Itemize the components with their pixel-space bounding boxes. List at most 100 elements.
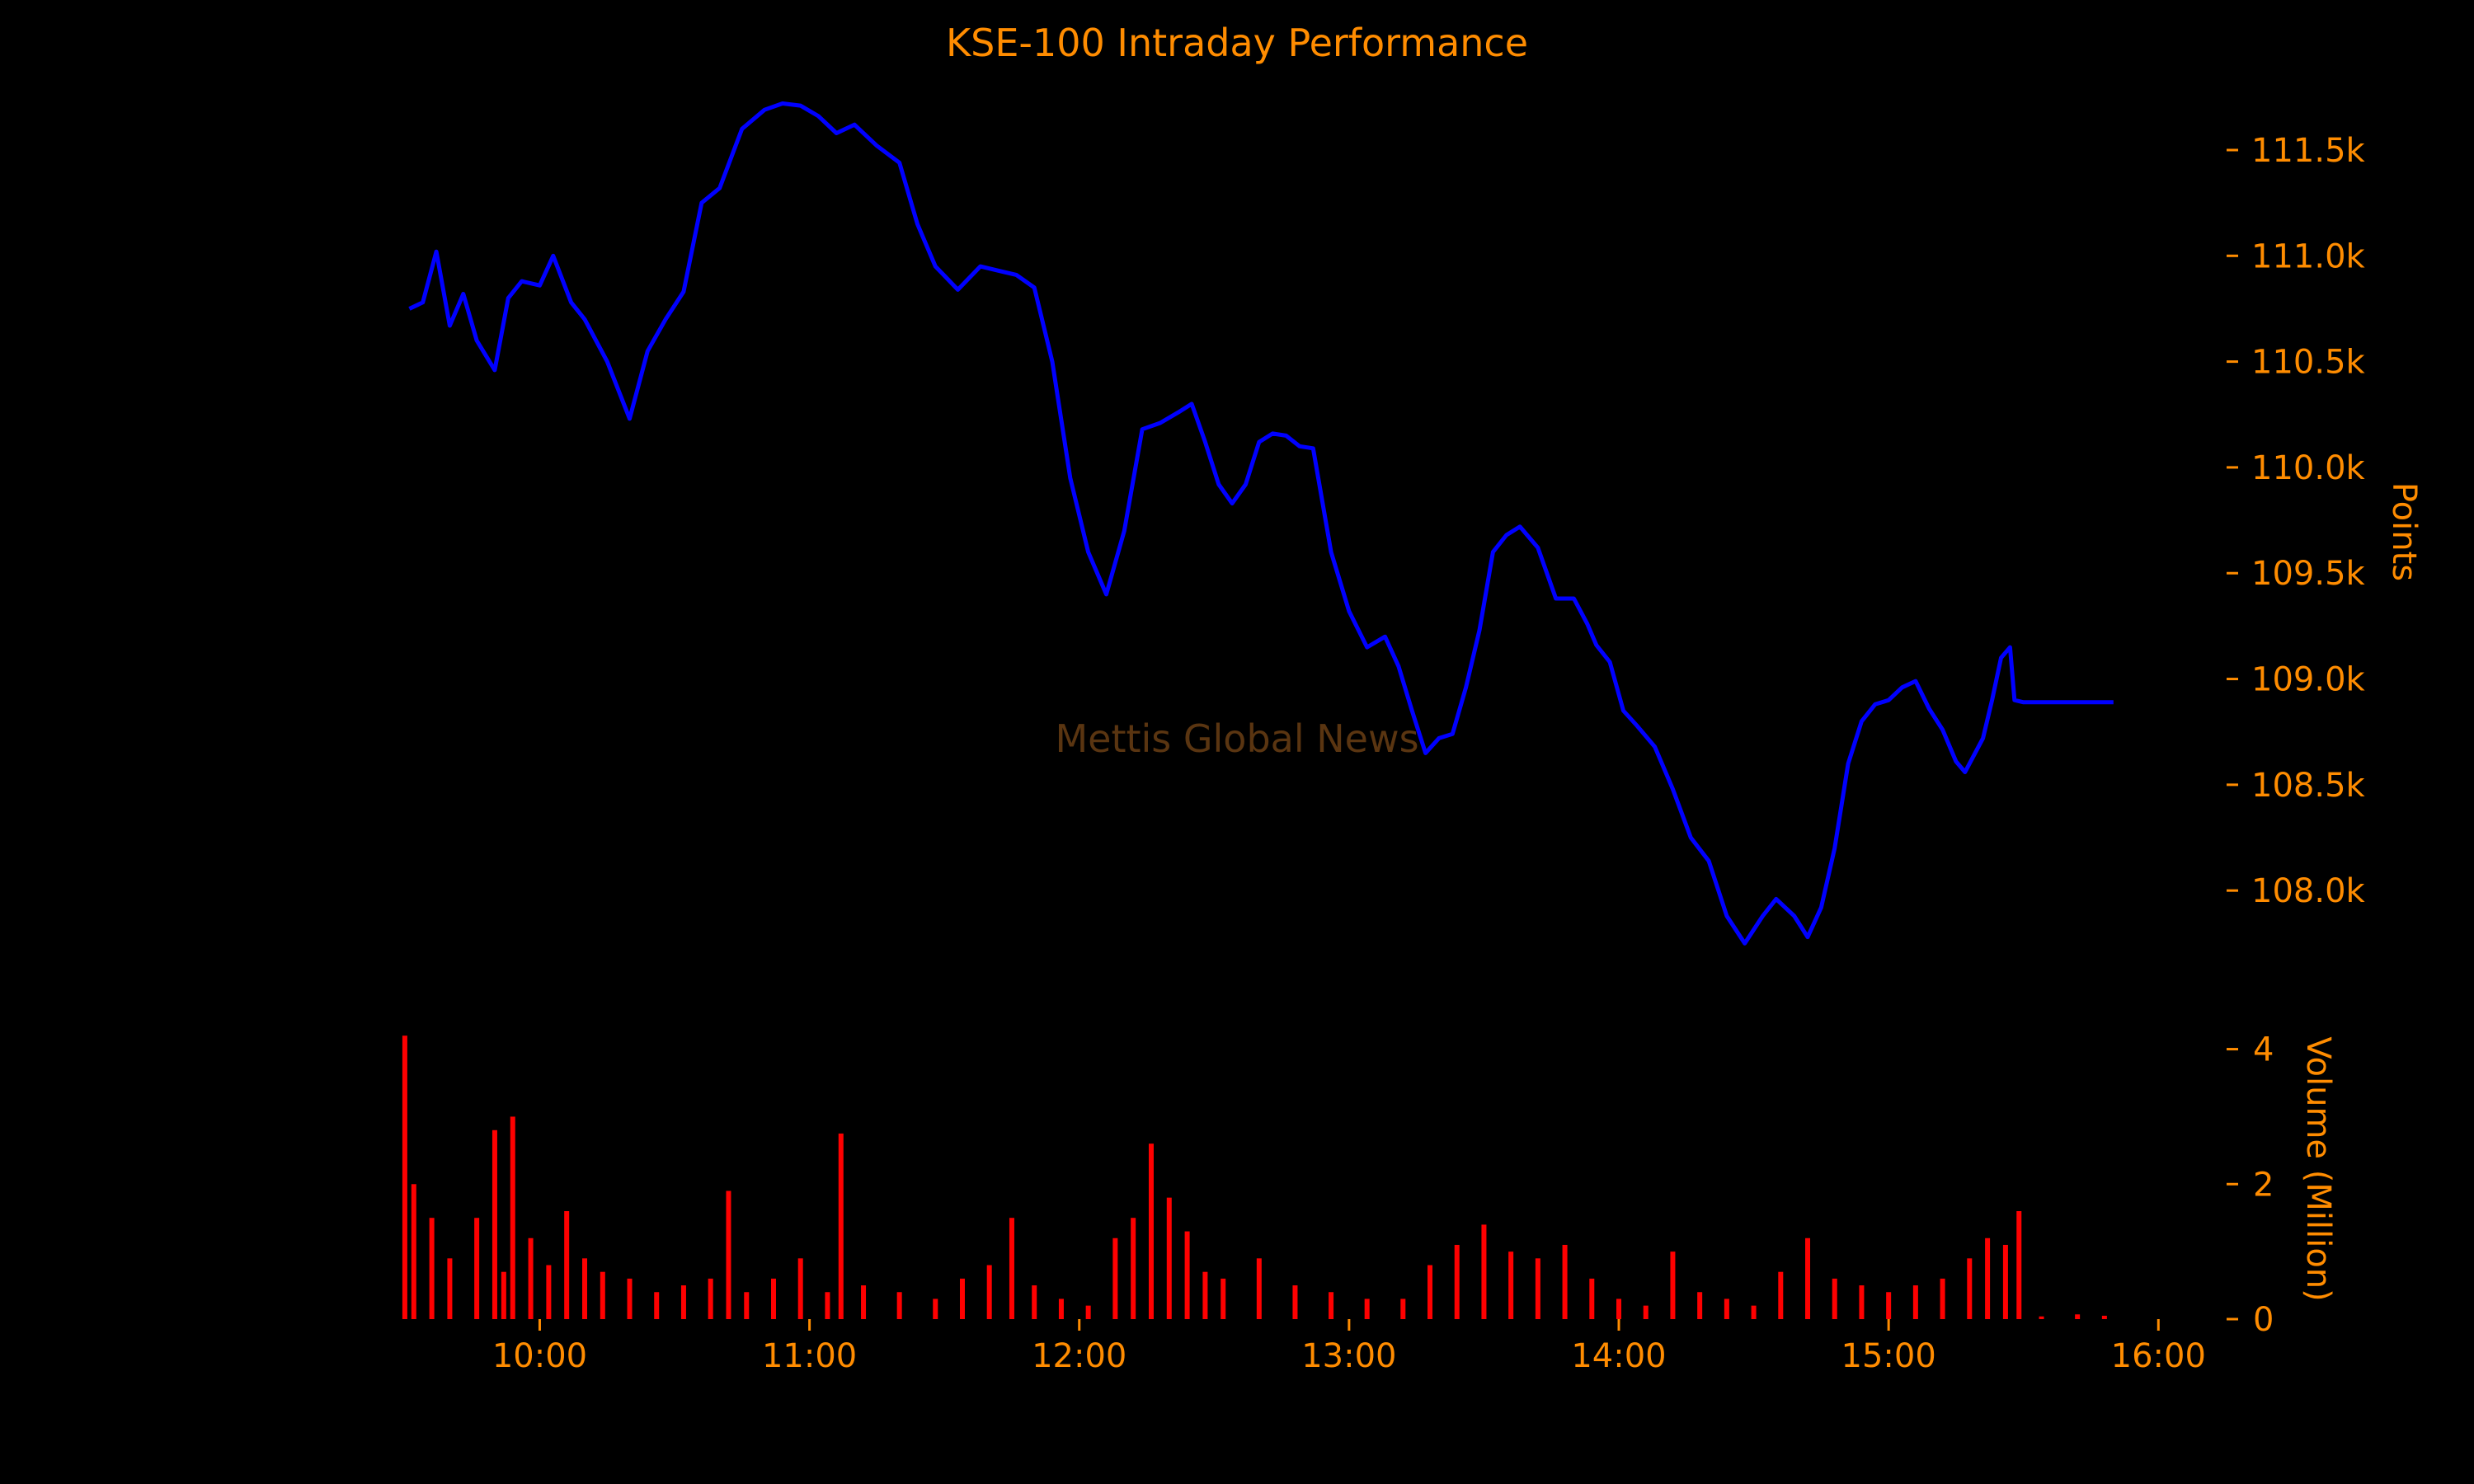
volume-bar — [1184, 1231, 1190, 1319]
volume-bar — [986, 1265, 992, 1319]
volume-bar — [838, 1133, 844, 1319]
volume-bar — [429, 1218, 435, 1319]
volume-axis: 0 2 4 — [2227, 1031, 2274, 1339]
volume-bar — [2002, 1244, 2008, 1319]
volume-bar — [1832, 1278, 1837, 1319]
time-tick-label: 14:00 — [1571, 1337, 1666, 1375]
volume-bar — [474, 1218, 480, 1319]
price-series — [408, 101, 2114, 946]
volume-bar — [600, 1271, 605, 1319]
volume-bar — [411, 1184, 416, 1319]
volume-bar — [492, 1129, 497, 1319]
volume-bar — [1589, 1278, 1595, 1319]
volume-bar — [1166, 1197, 1172, 1319]
volume-bar — [1778, 1271, 1784, 1319]
volume-axis-label: Volume (Million) — [2299, 1036, 2337, 1301]
volume-bar — [1329, 1292, 1334, 1319]
volume-bar — [528, 1237, 534, 1319]
volume-bar — [1940, 1278, 1945, 1319]
volume-bar — [1886, 1292, 1892, 1319]
volume-bar — [2101, 1315, 2107, 1319]
volume-bar — [1724, 1298, 1729, 1319]
volume-bar — [1131, 1218, 1136, 1319]
volume-bar — [581, 1258, 587, 1319]
price-axis-label: Points — [2385, 482, 2423, 581]
volume-bar — [1085, 1305, 1091, 1319]
volume-bar — [627, 1278, 633, 1319]
volume-bar — [1562, 1244, 1568, 1319]
volume-bar — [1481, 1224, 1487, 1319]
volume-tick-label: 2 — [2253, 1166, 2274, 1204]
time-axis: 10:00 11:00 12:00 13:00 14:00 15:00 16:00 — [492, 1319, 2206, 1375]
price-axis: 108.0k 108.5k 109.0k 109.5k 110.0k 110.5k 111.… — [2227, 132, 2366, 910]
volume-bar — [447, 1258, 453, 1319]
volume-bar — [1427, 1265, 1433, 1319]
volume-bar — [1985, 1237, 1991, 1319]
volume-bar — [1058, 1298, 1064, 1319]
price-line — [408, 101, 2114, 946]
volume-bar — [1697, 1292, 1703, 1319]
volume-bar — [1859, 1285, 1865, 1319]
volume-bar — [1967, 1258, 1973, 1319]
volume-tick-label: 4 — [2253, 1031, 2274, 1069]
volume-bar — [1364, 1298, 1370, 1319]
volume-bar — [1202, 1271, 1208, 1319]
chart-title: KSE-100 Intraday Performance — [946, 21, 1528, 65]
volume-bar — [726, 1190, 731, 1319]
volume-bar — [861, 1285, 867, 1319]
volume-bar — [1292, 1285, 1298, 1319]
price-tick-label: 109.5k — [2251, 555, 2366, 593]
volume-bar — [1148, 1144, 1154, 1319]
volume-bar — [825, 1292, 830, 1319]
volume-bar — [1805, 1237, 1811, 1319]
price-tick-label: 108.0k — [2251, 872, 2366, 910]
volume-bar — [2039, 1316, 2044, 1319]
volume-bar — [1670, 1252, 1676, 1319]
time-tick-label: 12:00 — [1032, 1337, 1126, 1375]
volume-bar — [501, 1271, 506, 1319]
volume-bar — [1112, 1237, 1118, 1319]
volume-bar — [770, 1278, 776, 1319]
volume-bar — [1032, 1285, 1037, 1319]
volume-bar — [1643, 1305, 1649, 1319]
volume-tick-label: 0 — [2253, 1301, 2274, 1339]
volume-bar — [708, 1278, 713, 1319]
volume-bar — [1400, 1298, 1406, 1319]
volume-bar — [564, 1211, 570, 1319]
watermark: Mettis Global News — [1055, 716, 1418, 761]
volume-bars — [402, 1036, 2107, 1319]
volume-bar — [510, 1116, 515, 1319]
volume-bar — [2075, 1314, 2081, 1319]
volume-bar — [1535, 1258, 1540, 1319]
volume-bar — [680, 1285, 686, 1319]
volume-bar — [933, 1298, 938, 1319]
time-tick-label: 10:00 — [492, 1337, 587, 1375]
volume-bar — [402, 1036, 407, 1319]
volume-bar — [1616, 1298, 1622, 1319]
volume-bar — [959, 1278, 965, 1319]
time-tick-label: 16:00 — [2111, 1337, 2206, 1375]
volume-bar — [546, 1265, 552, 1319]
price-tick-label: 109.0k — [2251, 661, 2366, 699]
price-tick-label: 110.0k — [2251, 449, 2366, 487]
time-tick-label: 15:00 — [1841, 1337, 1936, 1375]
volume-bar — [1751, 1305, 1757, 1319]
volume-bar — [1256, 1258, 1262, 1319]
volume-bar — [1221, 1278, 1226, 1319]
time-tick-label: 13:00 — [1301, 1337, 1396, 1375]
volume-bar — [1454, 1244, 1460, 1319]
price-tick-label: 111.5k — [2251, 132, 2366, 170]
price-tick-label: 110.5k — [2251, 344, 2366, 382]
volume-bar — [744, 1292, 750, 1319]
price-tick-label: 111.0k — [2251, 237, 2366, 275]
volume-bar — [2016, 1211, 2022, 1319]
volume-bar — [1912, 1285, 1918, 1319]
volume-bar — [654, 1292, 660, 1319]
volume-bar — [797, 1258, 803, 1319]
time-tick-label: 11:00 — [762, 1337, 857, 1375]
volume-bar — [1009, 1218, 1014, 1319]
volume-bar — [1508, 1252, 1514, 1319]
volume-bar — [896, 1292, 902, 1319]
